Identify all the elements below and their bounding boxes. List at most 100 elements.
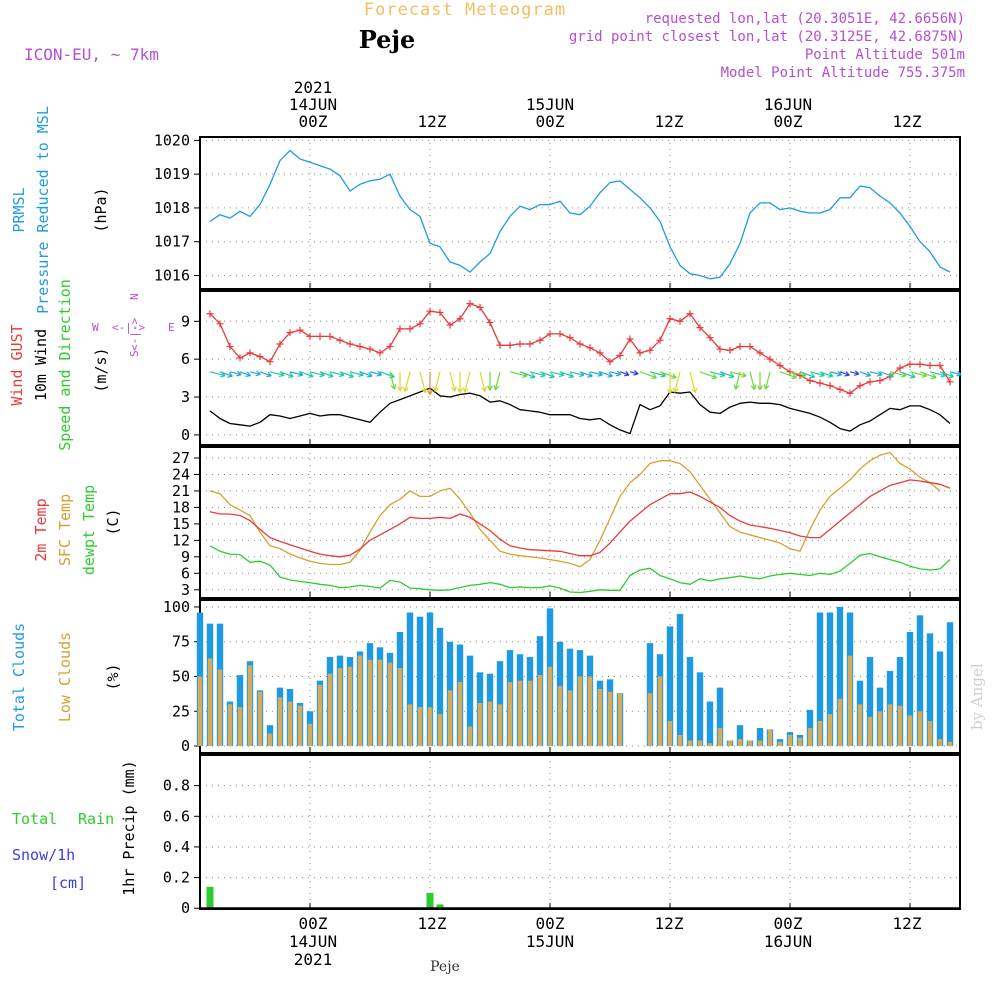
compass-w: W — [92, 321, 99, 334]
wind-arrow-head — [691, 387, 698, 394]
wind-arrow-head — [733, 384, 740, 390]
wind-arrow-head — [433, 386, 439, 392]
wind-arrow — [579, 371, 593, 377]
low-cloud-bar — [807, 727, 813, 747]
low-cloud-bar — [527, 680, 533, 747]
ytick-label: 75 — [172, 633, 190, 651]
ytick-label: 0 — [181, 899, 190, 917]
temp-unit: (C) — [104, 508, 122, 535]
total-cloud-bar — [826, 612, 834, 747]
gust-marker — [336, 336, 344, 344]
gust-marker — [916, 360, 924, 368]
pressure-label-2: Pressure Reduced to MSL — [34, 106, 52, 314]
low-cloud-bar — [477, 702, 483, 747]
total-cloud-bar — [716, 687, 724, 747]
wind-arrow — [569, 371, 585, 376]
wind-arrow — [229, 371, 242, 376]
wind-arrow-head — [227, 372, 233, 378]
wind-arrow — [289, 371, 303, 376]
top-day-14: 14JUN — [289, 95, 337, 114]
gust-marker — [876, 377, 884, 385]
wind-arrow — [259, 371, 272, 377]
gust-marker — [246, 349, 254, 357]
total-cloud-bar — [946, 622, 954, 747]
wind-arrow-head — [888, 372, 894, 379]
wind-arrow — [369, 371, 382, 376]
total-cloud-bar — [836, 606, 844, 747]
low-cloud-bar — [577, 676, 583, 747]
wind-arrow — [699, 371, 717, 379]
low-cloud-bar — [657, 676, 663, 747]
top-time-5: 12Z — [893, 112, 922, 131]
ytick-label: 12 — [172, 531, 190, 549]
model-altitude: Model Point Altitude 755.375m — [721, 65, 965, 81]
gust-marker — [606, 358, 614, 366]
low-cloud-bar — [737, 739, 743, 747]
wind-arrow — [279, 371, 294, 378]
gust-label: Wind GUST — [8, 324, 26, 405]
wind-arrow-head — [457, 387, 463, 393]
ytick-label: 6 — [181, 350, 190, 368]
low-cloud-bar — [787, 734, 793, 747]
gust-marker — [276, 340, 284, 348]
plot-panels: 1016101710181019102003693691215182124270… — [154, 131, 962, 917]
top-year: 2021 — [294, 78, 333, 97]
rain-bar — [436, 904, 444, 909]
panel-frame — [199, 136, 961, 290]
wind-arrow — [929, 371, 946, 377]
model-name: ICON-EU, ~ 7km — [24, 45, 159, 64]
low-cloud-bar — [297, 705, 303, 747]
low-cloud-bar — [837, 698, 843, 747]
low-cloud-bar — [767, 729, 773, 747]
gust-marker — [946, 378, 954, 386]
wind-arrow — [719, 371, 735, 378]
total-cloud-bar — [896, 657, 904, 747]
wind-arrow — [779, 371, 797, 379]
wind-unit: (m/s) — [92, 347, 110, 392]
wind-arrow — [589, 371, 603, 376]
gust-marker — [586, 344, 594, 352]
ytick-label: 0.8 — [163, 777, 190, 795]
bottom-day-16: 16JUN — [764, 932, 812, 951]
gust-marker — [866, 378, 874, 386]
gust-marker — [536, 336, 544, 344]
rain-label: Rain — [78, 810, 114, 828]
wind-arrow-head — [853, 370, 860, 376]
bottom-day-14: 14JUN — [289, 932, 337, 951]
pressure-line — [209, 149, 951, 280]
low-cloud-bar — [607, 691, 613, 747]
gust-marker — [856, 382, 864, 390]
top-time-4: 00Z — [774, 112, 803, 131]
total-cloud-bar — [666, 626, 674, 747]
gust-marker — [346, 340, 354, 348]
wind-arrow — [309, 371, 325, 377]
wind-arrow-head — [623, 370, 630, 377]
gust-marker — [226, 343, 234, 351]
compass-ns-arrow: <-|-> — [128, 318, 141, 351]
rain-bar — [426, 892, 434, 909]
low-cloud-bar — [217, 669, 223, 747]
ytick-label: 1020 — [154, 131, 190, 149]
total-label: Total — [12, 810, 57, 828]
compass-ew-arrow: <-|-> — [112, 321, 145, 334]
gust-marker — [386, 343, 394, 351]
total-cloud-bar — [436, 627, 444, 747]
panel-precipitation: 0 0.2 0.4 0.6 0.8 — [163, 754, 961, 917]
ytick-label: 1016 — [154, 266, 190, 284]
cloud-labels: Total Clouds Low Clouds (%) — [10, 623, 122, 731]
wind-arrow — [909, 371, 927, 377]
wind-arrow — [239, 371, 251, 377]
wind-arrow — [519, 371, 536, 378]
gust-marker — [816, 379, 824, 387]
wind-arrow — [809, 371, 825, 377]
panel-wind: 0 3 6 9 — [181, 290, 962, 446]
top-day-15: 15JUN — [526, 95, 574, 114]
wind-arrow-head — [671, 373, 677, 380]
wind-arrow-head — [757, 385, 763, 391]
wind-arrow-head — [615, 370, 622, 377]
wind-arrow-head — [376, 370, 383, 377]
low-cloud-bar — [597, 689, 603, 747]
bottom-time-1: 12Z — [418, 914, 447, 933]
wind-arrow — [379, 371, 395, 378]
gust-marker — [446, 321, 454, 329]
